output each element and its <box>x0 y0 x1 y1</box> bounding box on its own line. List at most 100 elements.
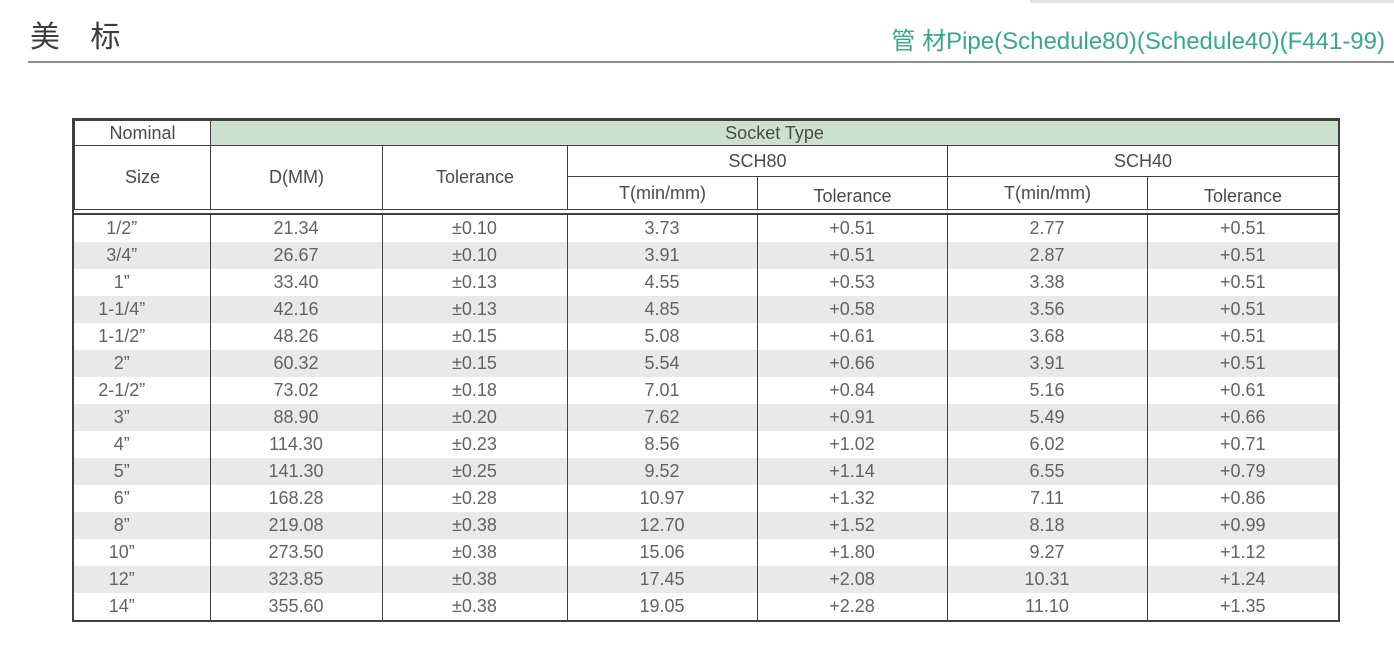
cell-tol40: +0.99 <box>1146 512 1338 539</box>
header-sch40-t-min: T(min/mm) <box>947 176 1148 210</box>
cell-tol80: +1.80 <box>756 539 948 566</box>
cell-tol: ±0.10 <box>381 214 568 242</box>
cell-t80: 7.62 <box>566 404 758 431</box>
cell-tol80: +0.91 <box>756 404 948 431</box>
cell-size: 8” <box>74 512 211 539</box>
header-d-mm: D(MM) <box>210 145 383 210</box>
cell-tol: ±0.13 <box>381 296 568 323</box>
cell-d: 60.32 <box>209 350 383 377</box>
cell-t40: 2.87 <box>946 242 1148 269</box>
table-row: 5” 141.30 ±0.25 9.52 +1.14 6.55 +0.79 <box>74 458 1338 485</box>
cell-tol40: +1.12 <box>1146 539 1338 566</box>
spec-table-header: Nominal Socket Type Size D(MM) Tolerance… <box>74 120 1340 210</box>
table-row: 10” 273.50 ±0.38 15.06 +1.80 9.27 +1.12 <box>74 539 1338 566</box>
cell-t40: 2.77 <box>946 214 1148 242</box>
header-sch80-t-min: T(min/mm) <box>567 176 758 210</box>
cell-tol: ±0.13 <box>381 269 568 296</box>
cell-t80: 3.91 <box>566 242 758 269</box>
cell-t80: 15.06 <box>566 539 758 566</box>
cell-tol80: +2.08 <box>756 566 948 593</box>
cell-tol80: +0.58 <box>756 296 948 323</box>
cell-t40: 6.02 <box>946 431 1148 458</box>
cell-tol80: +0.51 <box>756 242 948 269</box>
cell-t80: 4.85 <box>566 296 758 323</box>
pipe-spec-table: Nominal Socket Type Size D(MM) Tolerance… <box>72 118 1340 622</box>
table-row: 8” 219.08 ±0.38 12.70 +1.52 8.18 +0.99 <box>74 512 1338 539</box>
cell-size: 3/4” <box>74 242 211 269</box>
cell-tol40: +0.51 <box>1146 323 1338 350</box>
title-divider-rule <box>28 61 1394 63</box>
cell-d: 73.02 <box>209 377 383 404</box>
cell-tol: ±0.15 <box>381 350 568 377</box>
cell-tol40: +0.51 <box>1146 214 1338 242</box>
top-edge-artifact-bar <box>1030 0 1394 3</box>
cell-t40: 6.55 <box>946 458 1148 485</box>
cell-d: 168.28 <box>209 485 383 512</box>
header-socket-type: Socket Type <box>209 120 1340 146</box>
table-row: 1” 33.40 ±0.13 4.55 +0.53 3.38 +0.51 <box>74 269 1338 296</box>
cell-t40: 8.18 <box>946 512 1148 539</box>
cell-t80: 9.52 <box>566 458 758 485</box>
table-row: 2-1/2” 73.02 ±0.18 7.01 +0.84 5.16 +0.61 <box>74 377 1338 404</box>
cell-size: 2-1/2” <box>74 377 211 404</box>
cell-size: 1-1/2” <box>74 323 211 350</box>
cell-tol80: +0.51 <box>756 214 948 242</box>
cell-tol40: +0.61 <box>1146 377 1338 404</box>
cell-d: 355.60 <box>209 593 383 620</box>
table-row: 14” 355.60 ±0.38 19.05 +2.28 11.10 +1.35 <box>74 593 1338 620</box>
cell-size: 5” <box>74 458 211 485</box>
cell-size: 12” <box>74 566 211 593</box>
cell-t80: 4.55 <box>566 269 758 296</box>
cell-tol40: +0.51 <box>1146 296 1338 323</box>
cell-tol40: +0.79 <box>1146 458 1338 485</box>
header-sch40-tolerance: Tolerance <box>1146 176 1340 210</box>
header-size: Size <box>74 145 211 210</box>
page-title: 美 标 <box>30 21 132 54</box>
header-sch80-tolerance: Tolerance <box>757 176 948 210</box>
cell-tol: ±0.38 <box>381 512 568 539</box>
cell-t80: 5.54 <box>566 350 758 377</box>
cell-t80: 3.73 <box>566 214 758 242</box>
cell-tol80: +1.14 <box>756 458 948 485</box>
cell-d: 219.08 <box>209 512 383 539</box>
spec-table-body: 1/2” 21.34 ±0.10 3.73 +0.51 2.77 +0.51 3/4” 26.6… <box>74 214 1338 620</box>
cell-d: 42.16 <box>209 296 383 323</box>
cell-tol: ±0.15 <box>381 323 568 350</box>
cell-size: 1/2” <box>74 214 211 242</box>
cell-tol40: +0.66 <box>1146 404 1338 431</box>
header-sch80: SCH80 <box>567 145 948 177</box>
cell-t40: 7.11 <box>946 485 1148 512</box>
cell-tol80: +1.32 <box>756 485 948 512</box>
cell-tol: ±0.18 <box>381 377 568 404</box>
cell-t40: 11.10 <box>946 593 1148 620</box>
table-row: 4” 114.30 ±0.23 8.56 +1.02 6.02 +0.71 <box>74 431 1338 458</box>
table-row: 3” 88.90 ±0.20 7.62 +0.91 5.49 +0.66 <box>74 404 1338 431</box>
cell-tol: ±0.23 <box>381 431 568 458</box>
header-sch40: SCH40 <box>946 145 1340 177</box>
cell-d: 114.30 <box>209 431 383 458</box>
cell-tol80: +0.61 <box>756 323 948 350</box>
table-row: 6” 168.28 ±0.28 10.97 +1.32 7.11 +0.86 <box>74 485 1338 512</box>
cell-d: 141.30 <box>209 458 383 485</box>
table-row: 3/4” 26.67 ±0.10 3.91 +0.51 2.87 +0.51 <box>74 242 1338 269</box>
header-body-gap <box>74 210 1338 213</box>
page-subtitle: 管 材Pipe(Schedule80)(Schedule40)(F441-99) <box>891 28 1385 55</box>
cell-t80: 19.05 <box>566 593 758 620</box>
cell-d: 323.85 <box>209 566 383 593</box>
cell-t80: 7.01 <box>566 377 758 404</box>
cell-tol40: +1.35 <box>1146 593 1338 620</box>
cell-tol: ±0.38 <box>381 539 568 566</box>
cell-d: 48.26 <box>209 323 383 350</box>
cell-size: 6” <box>74 485 211 512</box>
cell-tol40: +1.24 <box>1146 566 1338 593</box>
table-row: 1-1/2” 48.26 ±0.15 5.08 +0.61 3.68 +0.51 <box>74 323 1338 350</box>
cell-size: 4” <box>74 431 211 458</box>
cell-size: 1” <box>74 269 211 296</box>
cell-tol40: +0.51 <box>1146 269 1338 296</box>
table-row: 1-1/4” 42.16 ±0.13 4.85 +0.58 3.56 +0.51 <box>74 296 1338 323</box>
cell-size: 1-1/4” <box>74 296 211 323</box>
cell-d: 33.40 <box>209 269 383 296</box>
cell-d: 21.34 <box>209 214 383 242</box>
cell-tol: ±0.38 <box>381 593 568 620</box>
spec-table-data: 1/2” 21.34 ±0.10 3.73 +0.51 2.77 +0.51 3/4” 26.6… <box>74 213 1338 620</box>
